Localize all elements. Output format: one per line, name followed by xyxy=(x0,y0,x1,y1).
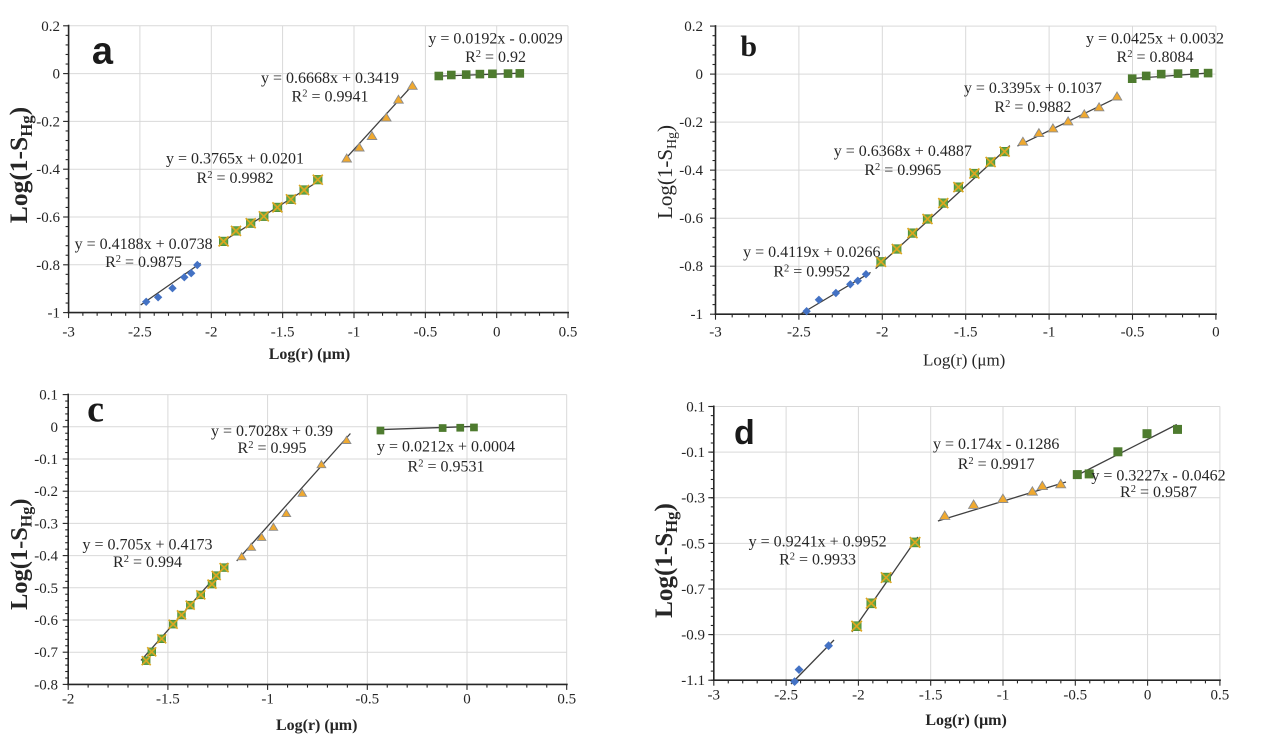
svg-text:0: 0 xyxy=(493,324,501,340)
svg-text:0.5: 0.5 xyxy=(559,324,578,340)
svg-text:c: c xyxy=(87,389,104,431)
svg-text:0: 0 xyxy=(53,67,61,83)
svg-text:Log(r) (μm): Log(r) (μm) xyxy=(276,717,357,734)
svg-text:0.1: 0.1 xyxy=(39,388,58,404)
svg-text:0: 0 xyxy=(463,692,471,708)
svg-text:-1: -1 xyxy=(1043,324,1056,340)
svg-text:R2 = 0.9882: R2 = 0.9882 xyxy=(994,99,1071,116)
svg-text:-2.5: -2.5 xyxy=(787,324,811,340)
svg-text:R2 = 0.9875: R2 = 0.9875 xyxy=(105,254,182,271)
svg-text:-0.9: -0.9 xyxy=(681,628,705,644)
svg-text:-0.2: -0.2 xyxy=(36,114,60,130)
svg-text:-0.6: -0.6 xyxy=(34,613,58,629)
svg-text:-1.1: -1.1 xyxy=(681,673,705,689)
svg-text:R2 = 0.994: R2 = 0.994 xyxy=(113,554,182,571)
svg-text:-0.3: -0.3 xyxy=(34,516,58,532)
svg-text:-0.7: -0.7 xyxy=(681,582,705,598)
svg-text:b: b xyxy=(740,30,757,63)
svg-text:y = 0.174x - 0.1286: y = 0.174x - 0.1286 xyxy=(933,436,1059,453)
svg-text:Log(r) (μm): Log(r) (μm) xyxy=(923,350,1005,369)
svg-text:-2: -2 xyxy=(205,324,218,340)
svg-text:R2 = 0.8084: R2 = 0.8084 xyxy=(1117,49,1194,66)
svg-text:0.5: 0.5 xyxy=(1211,688,1230,704)
svg-text:y = 0.6368x + 0.4887: y = 0.6368x + 0.4887 xyxy=(834,143,972,160)
svg-text:-3: -3 xyxy=(709,324,722,340)
svg-text:-0.5: -0.5 xyxy=(1063,688,1087,704)
svg-text:R2 = 0.9952: R2 = 0.9952 xyxy=(773,263,850,280)
svg-text:-0.7: -0.7 xyxy=(34,645,58,661)
svg-text:R2 = 0.9587: R2 = 0.9587 xyxy=(1120,484,1197,501)
svg-text:-0.8: -0.8 xyxy=(36,258,60,274)
svg-text:-0.8: -0.8 xyxy=(34,677,58,693)
svg-text:-0.2: -0.2 xyxy=(34,484,58,500)
svg-text:-0.5: -0.5 xyxy=(1121,324,1145,340)
svg-text:-1.5: -1.5 xyxy=(156,692,180,708)
svg-text:-1: -1 xyxy=(348,324,361,340)
svg-text:-0.1: -0.1 xyxy=(681,445,705,461)
svg-text:-2: -2 xyxy=(852,688,865,704)
svg-text:y = 0.3395x + 0.1037: y = 0.3395x + 0.1037 xyxy=(964,80,1102,97)
svg-text:-2: -2 xyxy=(62,692,75,708)
svg-text:y = 0.0425x + 0.0032: y = 0.0425x + 0.0032 xyxy=(1086,31,1224,48)
svg-text:-3: -3 xyxy=(62,324,75,340)
svg-text:0.2: 0.2 xyxy=(41,19,60,35)
svg-text:-0.5: -0.5 xyxy=(414,324,438,340)
svg-text:-0.3: -0.3 xyxy=(681,491,705,507)
svg-text:Log(1-SHg): Log(1-SHg) xyxy=(4,107,36,223)
svg-text:0.2: 0.2 xyxy=(684,19,703,35)
svg-text:-0.5: -0.5 xyxy=(34,581,58,597)
svg-text:a: a xyxy=(92,31,114,73)
svg-text:d: d xyxy=(734,414,755,452)
svg-text:R2 = 0.9965: R2 = 0.9965 xyxy=(864,162,941,179)
svg-text:y = 0.705x + 0.4173: y = 0.705x + 0.4173 xyxy=(82,536,212,553)
svg-text:-0.4: -0.4 xyxy=(36,162,60,178)
svg-text:-2: -2 xyxy=(876,324,889,340)
svg-text:-1.5: -1.5 xyxy=(954,324,978,340)
svg-text:y = 0.3765x + 0.0201: y = 0.3765x + 0.0201 xyxy=(166,151,304,168)
svg-text:y = 0.6668x + 0.3419: y = 0.6668x + 0.3419 xyxy=(261,70,399,87)
svg-text:y = 0.0192x - 0.0029: y = 0.0192x - 0.0029 xyxy=(428,31,562,48)
svg-text:R2 = 0.9933: R2 = 0.9933 xyxy=(779,552,856,569)
svg-text:0: 0 xyxy=(1144,688,1152,704)
svg-text:-2.5: -2.5 xyxy=(128,324,152,340)
svg-text:0: 0 xyxy=(51,420,59,436)
svg-text:-3: -3 xyxy=(708,688,721,704)
svg-text:-1.5: -1.5 xyxy=(271,324,295,340)
svg-text:-0.6: -0.6 xyxy=(679,211,703,227)
svg-text:R2 = 0.9917: R2 = 0.9917 xyxy=(958,456,1035,473)
svg-text:-0.5: -0.5 xyxy=(355,692,379,708)
svg-text:-1: -1 xyxy=(48,306,61,322)
svg-text:0: 0 xyxy=(1212,324,1220,340)
svg-text:-0.5: -0.5 xyxy=(681,536,705,552)
svg-text:Log(r) (μm): Log(r) (μm) xyxy=(925,712,1006,729)
svg-text:0.5: 0.5 xyxy=(557,692,576,708)
svg-text:y = 0.7028x + 0.39: y = 0.7028x + 0.39 xyxy=(211,423,333,440)
svg-text:-2.5: -2.5 xyxy=(774,688,798,704)
svg-text:-1: -1 xyxy=(691,307,704,323)
svg-text:R2 = 0.9982: R2 = 0.9982 xyxy=(197,170,274,187)
svg-text:-0.8: -0.8 xyxy=(679,259,703,275)
svg-text:R2 = 0.9941: R2 = 0.9941 xyxy=(292,89,369,106)
svg-text:Log(r) (μm): Log(r) (μm) xyxy=(269,346,350,363)
svg-text:R2 = 0.92: R2 = 0.92 xyxy=(465,49,526,66)
svg-text:-0.1: -0.1 xyxy=(34,452,58,468)
svg-text:R2 = 0.995: R2 = 0.995 xyxy=(238,440,307,457)
svg-text:0: 0 xyxy=(696,67,704,83)
svg-text:-0.6: -0.6 xyxy=(36,210,60,226)
svg-text:y = 0.9241x + 0.9952: y = 0.9241x + 0.9952 xyxy=(749,534,887,551)
svg-text:y = 0.4188x + 0.0738: y = 0.4188x + 0.0738 xyxy=(75,236,213,253)
svg-text:-1: -1 xyxy=(261,692,274,708)
svg-text:-1.5: -1.5 xyxy=(919,688,943,704)
svg-text:-0.2: -0.2 xyxy=(679,115,703,131)
svg-text:-0.4: -0.4 xyxy=(679,163,703,179)
svg-text:-1: -1 xyxy=(997,688,1010,704)
svg-text:y = 0.0212x + 0.0004: y = 0.0212x + 0.0004 xyxy=(377,438,515,455)
svg-text:y = 0.4119x + 0.0266: y = 0.4119x + 0.0266 xyxy=(743,244,880,261)
svg-text:y = 0.3227x - 0.0462: y = 0.3227x - 0.0462 xyxy=(1091,467,1225,484)
svg-text:-0.4: -0.4 xyxy=(34,549,58,565)
svg-text:0.1: 0.1 xyxy=(686,400,705,416)
svg-text:R2 = 0.9531: R2 = 0.9531 xyxy=(408,459,485,476)
